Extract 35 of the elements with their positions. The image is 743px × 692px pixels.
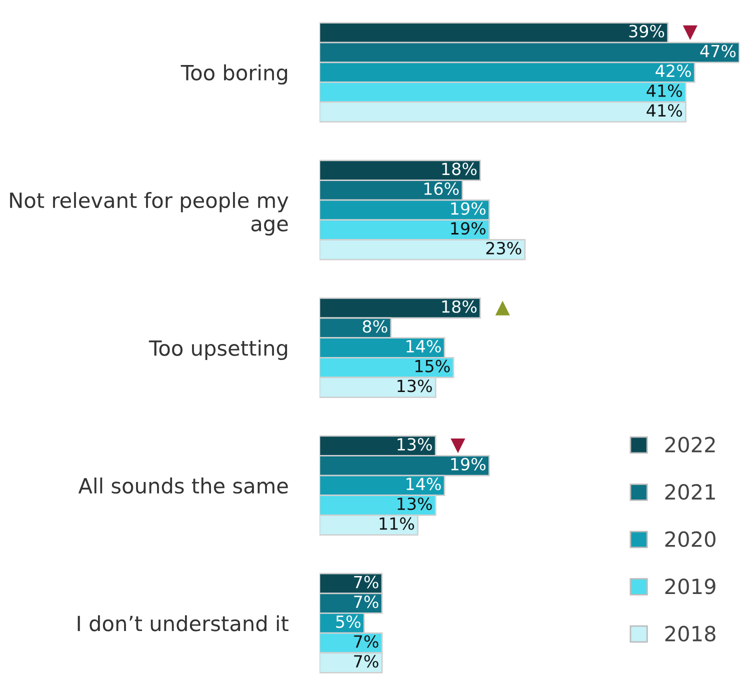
data-label: 39% (629, 24, 664, 38)
y-tick-label: Too upsetting (148, 340, 288, 360)
data-label: 19% (451, 202, 486, 215)
y-tick-label: Not relevant for people my age (10, 192, 288, 236)
y-tick-label: All sounds the same (78, 478, 288, 494)
data-label: 13% (398, 380, 432, 392)
data-label: 16% (424, 182, 459, 196)
legend-label: 2019 (665, 578, 716, 594)
data-label: 18% (442, 162, 477, 176)
legend-label: 2022 (665, 436, 715, 453)
data-label: 42% (656, 64, 691, 78)
data-label: 7% (354, 635, 378, 648)
data-label: 14% (406, 340, 441, 353)
data-label: 41% (646, 104, 682, 117)
y-tick-label: Too boring (180, 64, 288, 85)
legend-label: 2021 (665, 484, 715, 500)
data-label: 47% (700, 44, 736, 58)
data-label: 11% (380, 517, 414, 530)
data-label: 7% (354, 576, 378, 588)
data-label: 8% (362, 320, 388, 333)
y-tick-label: I don’t understand it (78, 615, 288, 632)
data-label: 7% (354, 596, 378, 608)
data-label: 7% (354, 655, 378, 668)
data-label: 5% (336, 615, 360, 628)
data-label: 19% (451, 222, 486, 235)
legend-label: 2020 (665, 531, 716, 548)
data-label: 13% (398, 497, 432, 510)
data-label: 41% (646, 84, 682, 97)
legend-label: 2018 (665, 626, 716, 642)
data-label: 15% (415, 360, 450, 372)
data-label: 13% (398, 438, 432, 451)
data-label: 18% (442, 300, 477, 313)
data-label: 23% (486, 242, 522, 254)
data-label: 19% (451, 458, 486, 470)
data-label: 14% (406, 478, 441, 490)
